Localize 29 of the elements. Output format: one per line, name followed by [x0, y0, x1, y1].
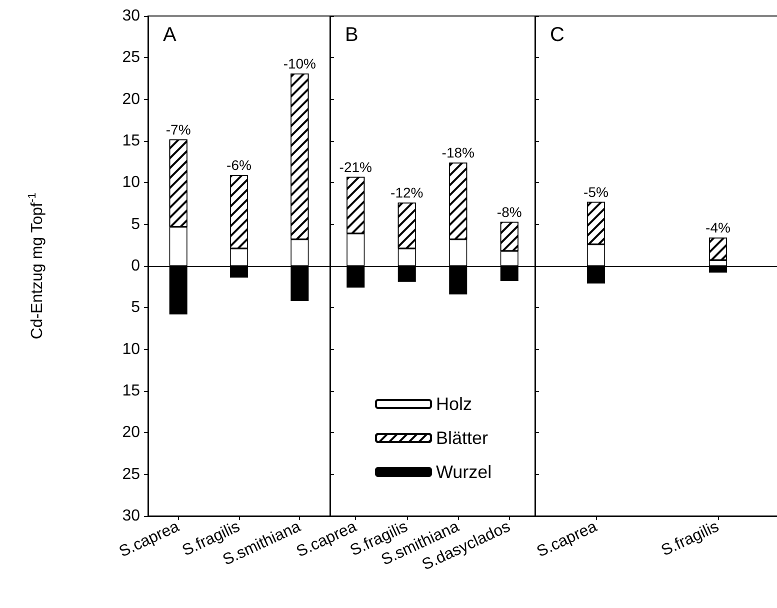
- chart-title: B: [345, 24, 358, 46]
- y-tick-label: 10: [122, 174, 140, 192]
- y-axis-title: Cd-Entzug mg Topf-1: [26, 192, 46, 340]
- y-tick-label: 20: [122, 90, 140, 108]
- y-tick-label: 5: [131, 299, 140, 316]
- annotation: -21%: [339, 158, 372, 175]
- annotation: -4%: [706, 220, 730, 236]
- annotation: -7%: [166, 121, 191, 138]
- y-tick-label: 0: [131, 258, 140, 274]
- y-tick-label: 10: [122, 340, 140, 358]
- annotation: -12%: [390, 184, 424, 201]
- chart-title: A: [163, 24, 177, 46]
- annotation: -10%: [283, 56, 316, 72]
- y-tick-label: 30: [122, 508, 140, 524]
- annotation: -8%: [496, 204, 522, 220]
- legend-label: Holz: [436, 394, 472, 414]
- chart-title: C: [550, 24, 564, 46]
- y-tick-label: 15: [122, 382, 140, 400]
- annotation: -6%: [226, 157, 252, 174]
- annotation: -18%: [442, 144, 474, 161]
- y-tick-label: 25: [122, 49, 140, 66]
- legend-label: Wurzel: [436, 462, 492, 482]
- y-tick-label: 5: [131, 216, 140, 233]
- y-tick-label: 30: [122, 8, 140, 24]
- y-tick-label: 25: [122, 466, 140, 483]
- y-tick-label: 20: [122, 424, 140, 442]
- annotation: -5%: [584, 184, 608, 200]
- legend-label: Blätter: [436, 428, 488, 448]
- y-tick-label: 15: [122, 132, 140, 150]
